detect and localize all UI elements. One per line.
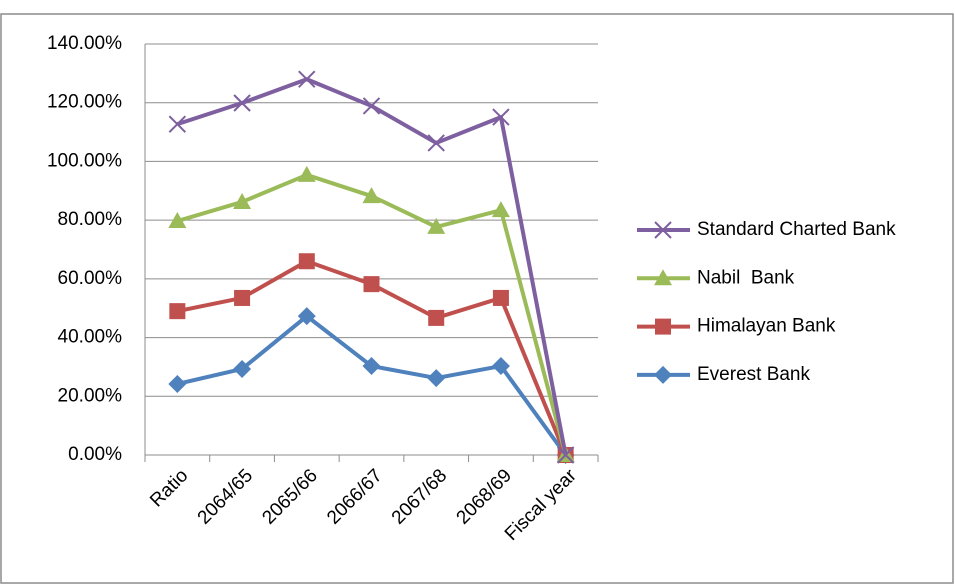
marker [427, 134, 445, 152]
marker [233, 359, 252, 378]
marker [654, 269, 672, 286]
marker [492, 289, 509, 306]
marker [492, 108, 510, 126]
marker [427, 217, 446, 234]
y-tick-label: 100.00% [47, 150, 122, 171]
legend-label: Himalayan Bank [697, 316, 836, 337]
legend-label: Everest Bank [697, 364, 810, 385]
marker [297, 307, 316, 326]
marker [655, 318, 671, 335]
y-tick-label: 20.00% [58, 385, 123, 406]
marker [234, 289, 251, 306]
marker [168, 374, 187, 393]
marker [362, 357, 381, 376]
marker [168, 115, 187, 133]
marker [427, 369, 446, 388]
marker [233, 192, 252, 209]
marker [298, 70, 316, 88]
chart-frame [0, 13, 954, 584]
marker [362, 187, 381, 204]
y-tick-label: 60.00% [58, 268, 123, 289]
y-tick-label: 0.00% [68, 444, 122, 465]
marker [298, 253, 315, 270]
marker [556, 446, 575, 464]
marker [169, 303, 186, 320]
legend-label: Nabil Bank [697, 267, 795, 288]
y-tick-label: 140.00% [47, 33, 122, 54]
marker [654, 365, 672, 384]
y-tick-label: 80.00% [58, 209, 123, 230]
marker [297, 165, 316, 182]
marker [428, 309, 445, 326]
marker [362, 97, 381, 115]
marker [491, 357, 510, 376]
marker [491, 201, 510, 218]
marker [233, 94, 251, 112]
legend-label: Standard Charted Bank [697, 219, 896, 240]
y-tick-label: 40.00% [58, 327, 123, 348]
marker [363, 276, 380, 293]
marker [654, 221, 672, 239]
marker [168, 212, 187, 229]
y-tick-label: 120.00% [47, 92, 122, 113]
